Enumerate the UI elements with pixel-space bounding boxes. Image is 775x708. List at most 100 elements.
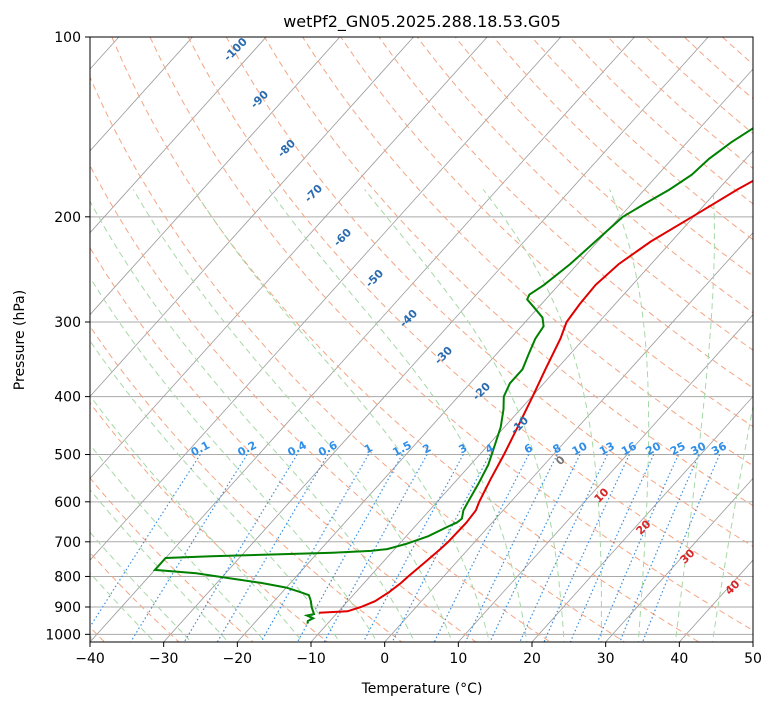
isotherm-line [384, 232, 753, 642]
moist-adiabat [90, 276, 378, 642]
isotherm-line [90, 37, 341, 316]
dry-adiabat-label: -70 [302, 182, 325, 205]
chart-title: wetPf2_GN05.2025.288.18.53.G05 [283, 12, 561, 32]
moist-adiabat [268, 189, 528, 642]
moist-adiabat [90, 531, 192, 642]
dry-adiabat [768, 10, 775, 659]
x-tick-label: 40 [670, 651, 688, 667]
y-tick-label: 1000 [45, 627, 81, 643]
isotherm-line [752, 641, 753, 642]
temperature-line [318, 179, 753, 614]
moist-adiabat-label: 30 [678, 546, 698, 566]
moist-adiabat [609, 189, 650, 642]
isotherm-line [531, 395, 753, 642]
mixing-ratio-label: 0.6 [316, 438, 340, 459]
isotherm-line [90, 37, 562, 561]
mixing-ratio-line [260, 454, 370, 642]
dry-adiabat-label: -30 [432, 344, 455, 367]
mixing-ratio-label: 10 [570, 439, 590, 458]
moist-adiabat [90, 394, 304, 642]
dry-adiabat [149, 37, 753, 631]
dry-adiabat [492, 37, 753, 277]
x-tick-label: −40 [75, 651, 105, 667]
mixing-ratio-label: 0.4 [285, 438, 309, 459]
dry-adiabat-label: -20 [470, 380, 493, 403]
mixing-ratio-line [464, 454, 558, 642]
isotherm-line [163, 37, 709, 642]
mixing-ratio-line [543, 454, 630, 642]
isotherm-line [605, 477, 753, 642]
x-axis-ticks: −40 −30 −20 −10 0 10 20 30 40 50 [75, 642, 762, 667]
x-tick-label: 20 [523, 651, 541, 667]
isotherm-line [90, 37, 415, 398]
background-lines [0, 10, 775, 659]
mixing-ratio-line [90, 454, 201, 629]
dry-adiabat [187, 37, 753, 589]
mixing-ratio-label: 16 [619, 439, 639, 458]
mixing-ratio-label: 30 [689, 439, 709, 458]
dry-adiabat [416, 37, 753, 351]
moist-adiabat-label: 10 [592, 485, 612, 505]
x-tick-label: 50 [744, 651, 762, 667]
sounding-series [152, 127, 753, 624]
reference-curve [0, 37, 62, 645]
dry-adiabat [263, 37, 753, 507]
line-labels: 0.1 0.2 0.4 0.6 1 1.5 2 3 4 6 8 10 13 16 20 25 30 36-100-… [189, 37, 743, 598]
dry-adiabat [90, 75, 626, 642]
moist-adiabat [364, 189, 565, 642]
moist-adiabat [90, 443, 267, 642]
isotherm-line [236, 68, 753, 642]
moist-adiabat-label: 0 [553, 453, 568, 468]
mixing-ratio-line [619, 454, 700, 642]
mixing-ratio-line [596, 454, 679, 642]
y-tick-label: 900 [54, 600, 81, 616]
isotherm-line [310, 150, 753, 642]
isotherm-line [0, 10, 70, 659]
mixing-ratio-label: 13 [597, 439, 617, 458]
moist-adiabat [90, 488, 229, 642]
x-tick-label: 30 [597, 651, 615, 667]
dry-adiabat [90, 551, 180, 642]
dry-adiabat [90, 246, 477, 642]
mixing-ratio-line [129, 454, 248, 642]
y-tick-label: 100 [54, 30, 81, 46]
x-tick-label: 10 [449, 651, 467, 667]
moist-adiabat-label: 20 [634, 517, 654, 537]
y-tick-label: 700 [54, 535, 81, 551]
plot-frame [89, 36, 754, 643]
x-tick-label: −20 [223, 651, 253, 667]
dry-adiabat [90, 477, 254, 642]
y-tick-label: 400 [54, 390, 81, 406]
dry-adiabat [721, 37, 753, 66]
mixing-ratio-line [519, 454, 608, 642]
dewpoint-line [152, 127, 753, 624]
moist-adiabat [90, 339, 341, 642]
mixing-ratio-line [433, 454, 530, 642]
x-axis-label: Temperature (°C) [361, 681, 483, 697]
moist-adiabat [193, 189, 490, 642]
dry-adiabat [225, 37, 753, 547]
dry-adiabat [90, 164, 552, 642]
y-tick-label: 600 [54, 495, 81, 511]
reference-curve [90, 627, 93, 642]
mixing-ratio-label: 36 [709, 439, 729, 458]
moist-adiabat [90, 572, 156, 642]
dry-adiabat [378, 37, 753, 389]
mixing-ratio-label: 0.2 [235, 439, 258, 460]
mixing-ratio-line [489, 454, 581, 642]
dry-adiabat [569, 37, 753, 205]
isotherm-line [90, 37, 636, 642]
moist-adiabat [132, 189, 453, 642]
dry-adiabat [111, 37, 700, 642]
dry-adiabat-label: -80 [275, 137, 298, 160]
dry-adiabat [90, 402, 329, 642]
y-tick-label: 500 [54, 448, 81, 464]
dry-adiabat [607, 37, 753, 170]
moist-adiabat [711, 403, 753, 642]
dry-adiabat-label: -60 [331, 226, 354, 249]
dry-adiabat-label: -90 [248, 88, 271, 111]
mixing-ratio-line [569, 454, 655, 642]
dry-adiabat-label: -10 [508, 414, 531, 437]
x-tick-label: 0 [380, 651, 389, 667]
